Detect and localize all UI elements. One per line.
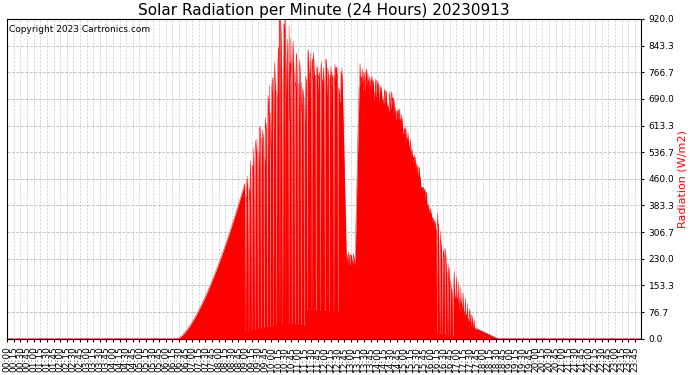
Title: Solar Radiation per Minute (24 Hours) 20230913: Solar Radiation per Minute (24 Hours) 20… xyxy=(138,3,510,18)
Y-axis label: Radiation (W/m2): Radiation (W/m2) xyxy=(677,130,687,228)
Text: Copyright 2023 Cartronics.com: Copyright 2023 Cartronics.com xyxy=(8,26,150,34)
